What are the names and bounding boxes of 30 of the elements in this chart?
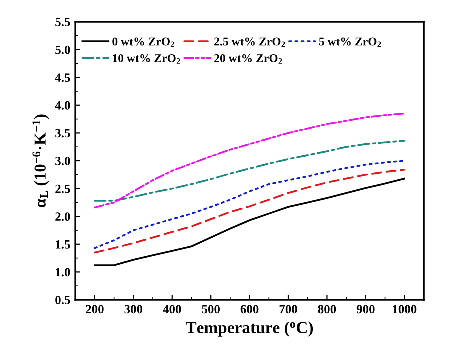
y-tick-label: 3.0 xyxy=(56,157,70,166)
x-tick-label: 700 xyxy=(280,305,298,314)
y-tick-label: 2.0 xyxy=(56,212,70,222)
y-axis-title: α$_{L}$ (10$^{−6}$·K$^{−1}$) xyxy=(32,114,50,208)
x-tick-label: 600 xyxy=(240,305,259,314)
x-tick-label: 200 xyxy=(86,305,104,314)
y-tick-label: 4.5 xyxy=(55,74,70,82)
y-tick-label: 5.0 xyxy=(56,46,70,54)
x-tick-label: 300 xyxy=(124,305,143,314)
y-tick-label: 2.5 xyxy=(56,184,70,194)
y-tick-label: 0.5 xyxy=(56,296,70,305)
x-tick-label: 500 xyxy=(202,305,220,314)
y-tick-label: 5.5 xyxy=(56,18,70,27)
y-tick-label: 4.0 xyxy=(55,101,70,110)
x-tick-label: 800 xyxy=(318,305,336,314)
legend-label: 10 wt% ZrO$_{2}$ xyxy=(113,54,180,64)
x-axis-title: Temperature ($^{o}$C) xyxy=(186,322,314,337)
y-tick-label: 1.0 xyxy=(56,268,70,277)
legend-label: 2.5 wt% ZrO$_{2}$ xyxy=(214,38,286,48)
line-series xyxy=(94,112,406,209)
x-tick-label: 900 xyxy=(356,305,375,314)
line-series xyxy=(94,178,406,266)
x-tick-label: 1000 xyxy=(393,305,417,314)
legend-label: 5 wt% ZrO$_{2}$ xyxy=(319,38,382,48)
legend-label: 0 wt% ZrO$_{2}$ xyxy=(112,38,174,48)
line-series xyxy=(94,140,406,202)
legend-label: 20 wt% ZrO$_{2}$ xyxy=(214,54,282,64)
y-tick-label: 1.5 xyxy=(56,240,70,249)
x-tick-label: 400 xyxy=(163,305,182,314)
y-tick-label: 3.5 xyxy=(56,129,70,138)
